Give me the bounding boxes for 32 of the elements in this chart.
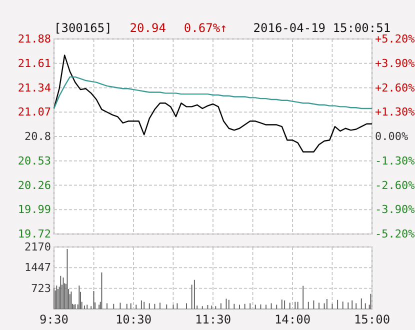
y2-tick-label: -1.30% bbox=[375, 154, 415, 168]
y2-tick-label: +5.20% bbox=[375, 32, 415, 46]
text: 0.67%↑ bbox=[184, 21, 228, 35]
line-series bbox=[53, 76, 373, 110]
x-tick-label: 14:00 bbox=[274, 312, 311, 327]
line-series bbox=[53, 54, 373, 152]
text: 2016-04-19 15:00:51 bbox=[253, 21, 391, 35]
x-tick-label: 15:00 bbox=[354, 312, 390, 327]
y-tick-label: 21.07 bbox=[18, 106, 51, 119]
y-tick-label: 20.26 bbox=[18, 178, 51, 192]
y-tick-label: 19.99 bbox=[18, 203, 51, 216]
y-tick-label: 20.8 bbox=[24, 130, 51, 144]
x-tick-label: 10:30 bbox=[115, 312, 152, 327]
y2-tick-label: -2.60% bbox=[375, 178, 415, 192]
y2-tick-label: -5.20% bbox=[375, 228, 415, 241]
y-tick-label: 21.88 bbox=[18, 32, 51, 46]
y-tick-label: 20.53 bbox=[18, 154, 51, 168]
y2-tick-label: +1.30% bbox=[375, 106, 415, 119]
y-tick-label: 723 bbox=[31, 282, 51, 295]
y-tick-label: 1447 bbox=[24, 261, 51, 274]
y-tick-label: 21.34 bbox=[18, 81, 52, 94]
x-tick-label: 9:30 bbox=[40, 312, 68, 327]
y2-tick-label: -3.90% bbox=[375, 203, 415, 216]
y2-tick-label: +3.90% bbox=[375, 56, 415, 70]
chart-title: [300165] bbox=[54, 21, 112, 35]
text: 20.94 bbox=[130, 21, 166, 35]
y-tick-label: 2170 bbox=[24, 240, 51, 254]
y-tick-label: 21.61 bbox=[18, 56, 51, 70]
y2-tick-label: 0.00% bbox=[375, 130, 408, 144]
y2-tick-label: +2.60% bbox=[375, 81, 415, 94]
x-tick-label: 11:30 bbox=[194, 312, 232, 327]
y-tick-label: 19.72 bbox=[18, 228, 51, 241]
